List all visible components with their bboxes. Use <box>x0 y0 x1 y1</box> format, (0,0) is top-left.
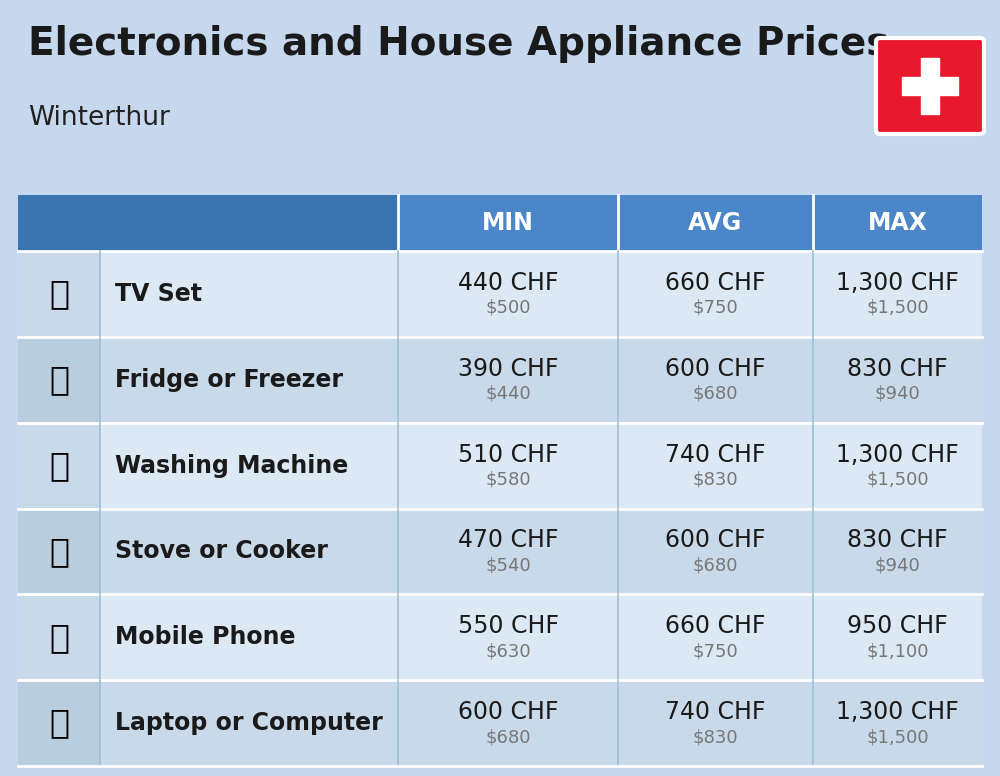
Text: $750: $750 <box>693 643 738 660</box>
Bar <box>18 681 100 766</box>
Text: 📱: 📱 <box>49 621 69 653</box>
Text: $1,100: $1,100 <box>866 643 929 660</box>
Text: 1,300 CHF: 1,300 CHF <box>836 442 959 466</box>
Text: Washing Machine: Washing Machine <box>115 454 348 477</box>
Text: 950 CHF: 950 CHF <box>847 615 948 638</box>
Bar <box>18 508 982 594</box>
Text: 470 CHF: 470 CHF <box>458 528 558 553</box>
Text: Laptop or Computer: Laptop or Computer <box>115 711 383 735</box>
Text: $830: $830 <box>693 470 738 489</box>
Bar <box>18 594 982 681</box>
Text: $940: $940 <box>875 556 920 574</box>
Text: 660 CHF: 660 CHF <box>665 271 766 295</box>
Text: $500: $500 <box>485 299 531 317</box>
Text: $1,500: $1,500 <box>866 470 929 489</box>
Text: 660 CHF: 660 CHF <box>665 615 766 638</box>
Text: 510 CHF: 510 CHF <box>458 442 558 466</box>
Bar <box>18 337 982 423</box>
Bar <box>902 77 958 95</box>
Bar <box>921 58 939 114</box>
Bar <box>18 337 100 423</box>
Text: 💻: 💻 <box>49 707 69 740</box>
Bar <box>18 423 982 508</box>
Bar <box>18 508 100 594</box>
Bar <box>18 594 100 681</box>
Text: Electronics and House Appliance Prices: Electronics and House Appliance Prices <box>28 25 889 63</box>
Text: Winterthur: Winterthur <box>28 105 170 131</box>
Text: 740 CHF: 740 CHF <box>665 442 766 466</box>
Text: $630: $630 <box>485 643 531 660</box>
Text: 830 CHF: 830 CHF <box>847 357 948 381</box>
Text: Stove or Cooker: Stove or Cooker <box>115 539 328 563</box>
Text: $1,500: $1,500 <box>866 299 929 317</box>
Text: $1,500: $1,500 <box>866 728 929 746</box>
Text: $680: $680 <box>485 728 531 746</box>
Text: $440: $440 <box>485 385 531 403</box>
Text: TV Set: TV Set <box>115 282 202 306</box>
Text: $830: $830 <box>693 728 738 746</box>
Bar <box>18 681 982 766</box>
Text: 390 CHF: 390 CHF <box>458 357 558 381</box>
FancyBboxPatch shape <box>876 38 984 134</box>
Text: 440 CHF: 440 CHF <box>458 271 558 295</box>
Text: 740 CHF: 740 CHF <box>665 700 766 724</box>
Text: 600 CHF: 600 CHF <box>458 700 558 724</box>
Text: 🧹: 🧹 <box>49 449 69 482</box>
Text: 600 CHF: 600 CHF <box>665 357 766 381</box>
Text: AVG: AVG <box>688 211 743 235</box>
Text: $680: $680 <box>693 556 738 574</box>
Text: $580: $580 <box>485 470 531 489</box>
Bar <box>18 423 100 508</box>
Bar <box>18 251 982 337</box>
Text: $940: $940 <box>875 385 920 403</box>
Text: 🍽: 🍽 <box>49 363 69 397</box>
Text: 550 CHF: 550 CHF <box>458 615 558 638</box>
Text: 830 CHF: 830 CHF <box>847 528 948 553</box>
Text: $540: $540 <box>485 556 531 574</box>
Bar <box>18 251 100 337</box>
Text: MIN: MIN <box>482 211 534 235</box>
Text: $680: $680 <box>693 385 738 403</box>
Text: 1,300 CHF: 1,300 CHF <box>836 700 959 724</box>
Text: 600 CHF: 600 CHF <box>665 528 766 553</box>
Text: MAX: MAX <box>868 211 927 235</box>
Bar <box>18 195 982 251</box>
Bar <box>18 195 398 251</box>
Text: Fridge or Freezer: Fridge or Freezer <box>115 368 343 392</box>
Text: $750: $750 <box>693 299 738 317</box>
Text: 📺: 📺 <box>49 277 69 310</box>
Text: 🔥: 🔥 <box>49 535 69 568</box>
Text: 1,300 CHF: 1,300 CHF <box>836 271 959 295</box>
Text: Mobile Phone: Mobile Phone <box>115 625 296 650</box>
